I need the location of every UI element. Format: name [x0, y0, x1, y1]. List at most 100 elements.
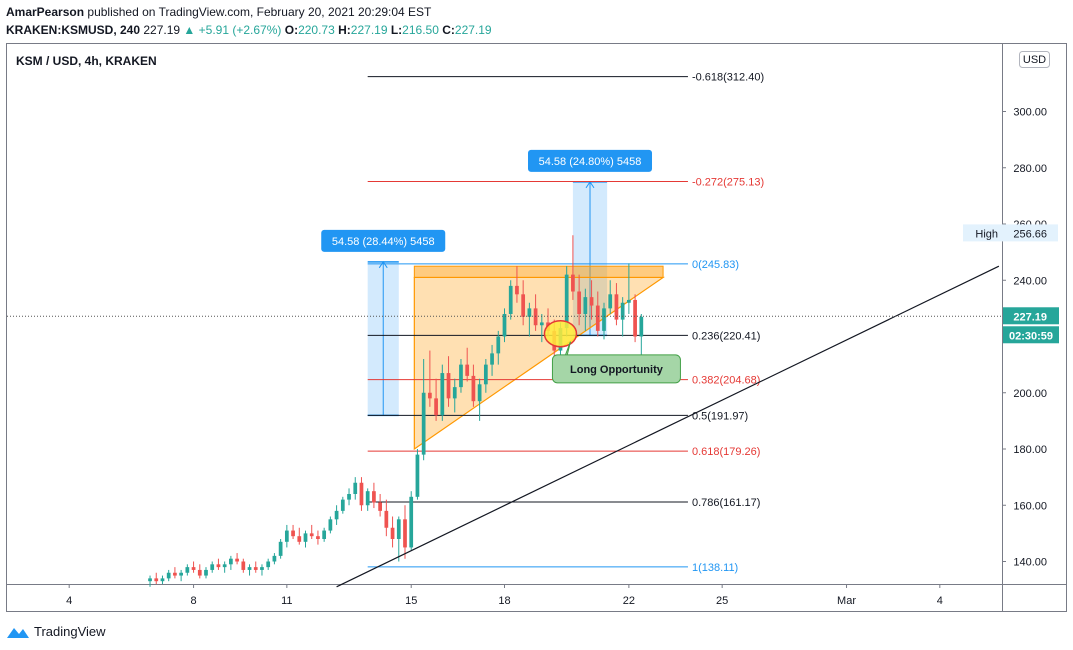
candle-body	[421, 392, 426, 455]
tradingview-footer[interactable]: TradingView	[6, 624, 106, 639]
candle-body	[390, 527, 395, 539]
resistance-box	[413, 265, 664, 278]
candle-body	[210, 564, 215, 570]
high-label: H:	[338, 23, 351, 37]
high-value: 227.19	[350, 23, 388, 37]
candle-body	[521, 294, 526, 317]
candle-body	[589, 297, 594, 306]
close-label: C:	[442, 23, 455, 37]
measure-badge	[528, 149, 653, 172]
candle-body	[446, 373, 451, 399]
candle-body	[284, 530, 289, 542]
candle-body	[564, 274, 569, 329]
candle-body	[372, 491, 376, 503]
tradingview-logo-icon	[7, 627, 29, 638]
fib-level-label: 0.236(220.41)	[692, 330, 761, 342]
high-marker-badge	[963, 224, 1058, 242]
high-marker-value: 256.66	[1013, 228, 1047, 240]
currency-badge[interactable]: USD	[1019, 51, 1050, 68]
candle-body	[639, 316, 644, 337]
publish-info: AmarPearson published on TradingView.com…	[6, 5, 431, 19]
author-name[interactable]: AmarPearson	[6, 5, 85, 19]
candle-body	[515, 285, 519, 295]
fib-level-label: 0.382(204.68)	[692, 375, 761, 387]
candle-body	[428, 392, 432, 399]
candle-body	[583, 297, 588, 314]
candle-body	[496, 336, 501, 354]
candle-body	[272, 555, 277, 562]
candle-body	[396, 519, 401, 539]
candle-body	[179, 572, 183, 576]
callout-box	[551, 354, 681, 384]
close-value: 227.19	[454, 23, 492, 37]
candle-body	[291, 530, 295, 537]
candle-body	[378, 502, 382, 511]
candle-body	[322, 530, 327, 539]
candle-body	[365, 491, 370, 506]
x-tick-label: 8	[191, 595, 197, 607]
measure-badge	[321, 229, 446, 252]
fib-level-label: 0(245.83)	[692, 259, 739, 271]
countdown-value: 02:30:59	[1009, 330, 1053, 342]
candle-body	[627, 299, 631, 303]
candle-body	[241, 561, 246, 570]
candle-body	[465, 364, 470, 376]
y-tick-label: 280.00	[1013, 163, 1047, 175]
candle-body	[340, 499, 345, 511]
candle-body	[502, 314, 507, 337]
candle-body	[608, 294, 613, 309]
candle-body	[452, 387, 457, 399]
candle-body	[154, 578, 159, 582]
candle-body	[253, 567, 258, 570]
candle-body	[347, 494, 351, 500]
candle-body	[197, 569, 202, 576]
low-label: L:	[390, 23, 403, 37]
candle-body	[602, 308, 606, 331]
candle-body	[222, 564, 227, 568]
last-price-label: 227.19	[143, 23, 181, 37]
candle-body	[160, 578, 165, 582]
currency-label: USD	[1023, 54, 1046, 66]
candle-body	[527, 308, 532, 317]
candle-body	[614, 294, 619, 320]
last-price-badge	[1003, 307, 1059, 325]
up-arrow-icon: ▲	[183, 23, 196, 37]
chart-title: KSM / USD, 4h, KRAKEN	[16, 54, 157, 68]
high-marker-label: High	[975, 228, 998, 240]
ohlc-legend: KRAKEN:KSMUSD, 240 227.19 ▲ +5.91 (+2.67…	[6, 23, 492, 37]
candle-body	[620, 302, 625, 320]
candle-body	[266, 561, 271, 568]
fib-level-label: -0.272(275.13)	[692, 176, 764, 188]
open-value: 220.73	[298, 23, 335, 37]
x-tick-label: 22	[623, 595, 635, 607]
candle-body	[595, 305, 600, 331]
candle-body	[173, 572, 177, 576]
candle-body	[471, 375, 476, 402]
candle-body	[353, 482, 358, 494]
candle-body	[633, 299, 637, 337]
x-tick-label: 4	[937, 595, 943, 607]
x-tick-label: 4	[66, 595, 72, 607]
candle-body	[477, 384, 482, 402]
fib-level-label: 0.618(179.26)	[692, 446, 761, 458]
entry-highlight-ellipse	[543, 319, 578, 348]
fib-level-label: 0.5(191.97)	[692, 410, 748, 422]
candle-body	[415, 454, 420, 497]
measure-label: 54.58 (24.80%) 5458	[539, 156, 642, 168]
symbol-label: KRAKEN:KSMUSD, 240	[6, 23, 141, 37]
support-trendline	[336, 265, 1000, 588]
candle-body	[359, 482, 364, 506]
candle-body	[229, 558, 233, 565]
y-tick-label: 200.00	[1013, 388, 1047, 400]
last-price-value: 227.19	[1013, 311, 1047, 323]
chart-frame	[6, 43, 1067, 612]
candle-body	[316, 536, 320, 539]
x-tick-label: 25	[716, 595, 728, 607]
measure-label: 54.58 (28.44%) 5458	[332, 236, 435, 248]
candle-body	[403, 519, 407, 548]
candle-body	[235, 558, 239, 562]
callout-label: Long Opportunity	[570, 364, 664, 376]
open-label: O:	[284, 23, 299, 37]
x-tick-label: 11	[281, 595, 292, 607]
